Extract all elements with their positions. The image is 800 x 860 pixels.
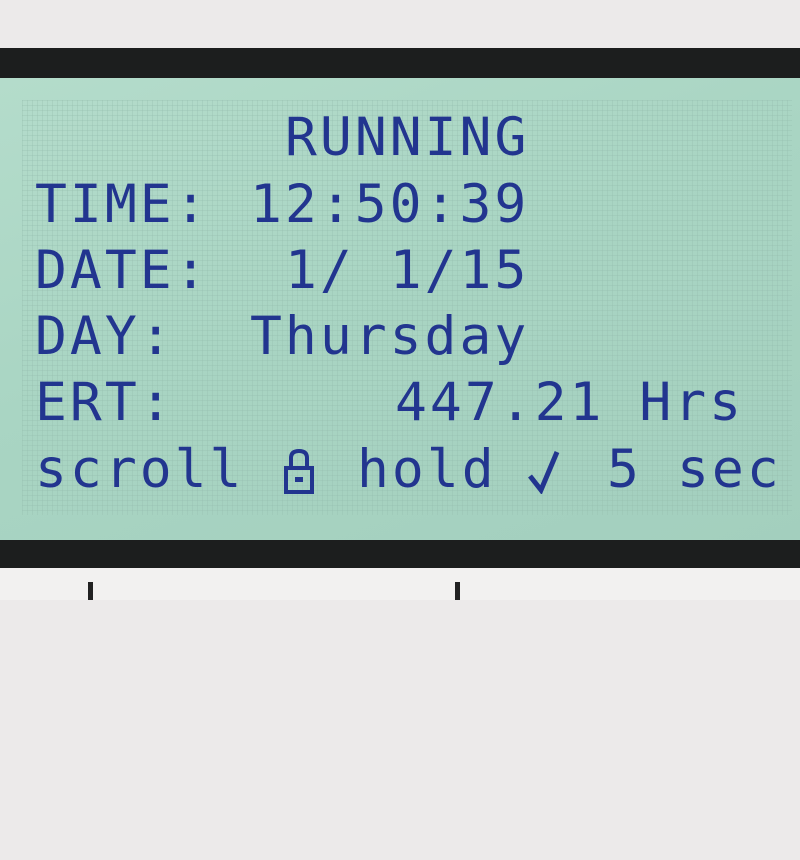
seconds-value: 5 — [607, 439, 642, 500]
ert-value: 447.21 Hrs — [395, 372, 745, 433]
ert-row: ERT: 447.21 Hrs — [35, 373, 741, 553]
seconds-unit: sec — [677, 439, 782, 500]
hold-text: hold — [357, 439, 497, 500]
housing-mark — [88, 582, 93, 600]
day-value: Thursday — [250, 306, 530, 367]
check-icon — [528, 451, 560, 494]
date-label: DATE: — [35, 240, 210, 301]
device-housing — [0, 568, 800, 600]
day-row: DAY: Thursday — [35, 307, 526, 487]
lcd-pixel-grid — [22, 100, 792, 515]
footer-row: scroll hold 5 sec — [35, 440, 779, 860]
lcd-screen — [0, 78, 800, 540]
time-label: TIME: — [35, 174, 210, 235]
time-row: TIME: 12:50:39 — [35, 175, 526, 355]
housing-mark — [455, 582, 460, 600]
lock-icon — [284, 448, 314, 494]
status-text: RUNNING — [285, 107, 530, 168]
date-row: DATE: 1/ 1/15 — [35, 241, 526, 421]
date-value: 1/ 1/15 — [285, 240, 530, 301]
status-row: RUNNING — [35, 108, 526, 228]
scroll-text: scroll — [35, 439, 245, 500]
ert-label: ERT: — [35, 372, 175, 433]
time-value: 12:50:39 — [250, 174, 530, 235]
day-label: DAY: — [35, 306, 175, 367]
